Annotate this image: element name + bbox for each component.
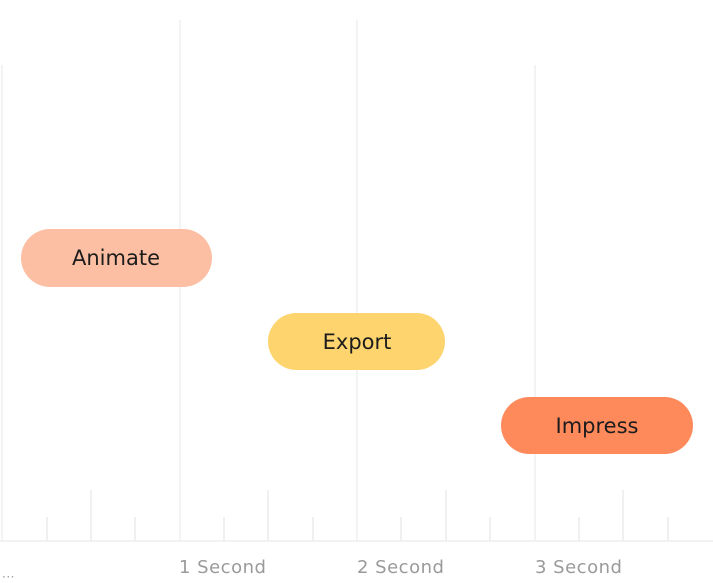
ruler-label: 2 Second xyxy=(357,557,444,578)
ruler-label: 1 Second xyxy=(179,557,266,578)
clip-pill[interactable] xyxy=(268,313,445,370)
ruler-label: 3 Second xyxy=(535,557,622,578)
ruler-start: ... xyxy=(2,567,15,581)
clip-label: Export xyxy=(323,330,392,354)
clip-pill[interactable] xyxy=(21,229,212,287)
clip-pill[interactable] xyxy=(501,397,693,454)
short-ticks xyxy=(46,517,669,541)
clip-label: Animate xyxy=(72,246,160,270)
clip-label: Impress xyxy=(556,414,639,438)
